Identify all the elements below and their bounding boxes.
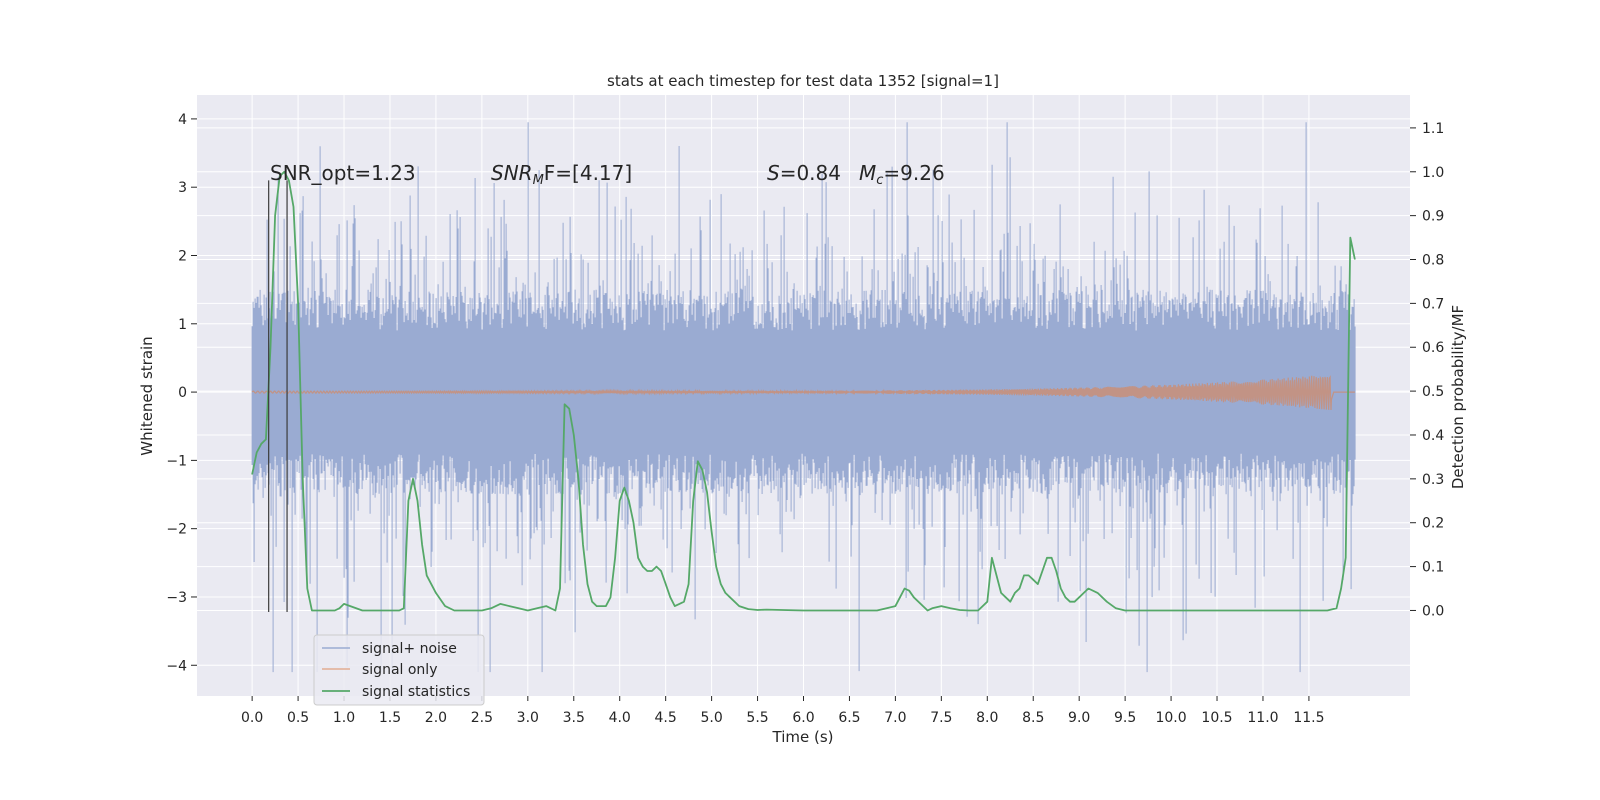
annotation-mc-symbol: M: [859, 161, 876, 185]
y-tick-label: −2: [166, 522, 187, 538]
y2-tick-label: 0.6: [1422, 340, 1444, 356]
x-tick-label: 9.5: [1114, 710, 1136, 726]
x-tick-label: 11.5: [1293, 710, 1324, 726]
x-tick-label: 4.5: [655, 710, 677, 726]
x-tick-label: 7.5: [930, 710, 952, 726]
x-tick-label: 2.5: [471, 710, 493, 726]
y-tick-label: 2: [178, 248, 187, 264]
x-tick-label: 0.5: [287, 710, 309, 726]
y2-tick-label: 0.2: [1422, 516, 1444, 532]
y2-tick-label: 0.9: [1422, 209, 1444, 225]
annotation-snr-mf-symbol: SNR: [491, 161, 533, 185]
annotation-s-symbol: S: [767, 161, 780, 185]
y2-tick-label: 0.4: [1422, 428, 1444, 444]
x-tick-label: 6.5: [838, 710, 860, 726]
x-tick-label: 8.0: [976, 710, 998, 726]
y2-tick-label: 0.1: [1422, 560, 1444, 576]
x-tick-label: 9.0: [1068, 710, 1090, 726]
x-tick-label: 10.0: [1155, 710, 1186, 726]
y2-axis-title: Detection probability/MF: [1449, 305, 1467, 489]
x-tick-label: 7.0: [884, 710, 906, 726]
annotation-snr-mf-subscript: M: [533, 173, 544, 188]
legend-box: [313, 634, 485, 706]
y-tick-label: 0: [178, 385, 187, 401]
x-tick-label: 6.0: [792, 710, 814, 726]
y-tick-label: 3: [178, 180, 187, 196]
event-lines: [268, 180, 288, 612]
x-tick-label: 3.0: [517, 710, 539, 726]
x-tick-label: 11.0: [1247, 710, 1278, 726]
x-tick-label: 1.5: [379, 710, 401, 726]
chart-title: stats at each timestep for test data 135…: [607, 72, 999, 90]
signal-only-series: [251, 375, 1355, 411]
annotation-snr-opt: SNR_opt=1.23: [270, 161, 416, 185]
y2-tick-label: 1.0: [1422, 165, 1444, 181]
y-tick-label: −3: [166, 590, 187, 606]
x-tick-label: 8.5: [1022, 710, 1044, 726]
x-tick-label: 3.5: [563, 710, 585, 726]
annotation-mc-value: =9.26: [883, 161, 944, 185]
y2-axis-ticks: 1.1 1.0 0.9 0.8 0.7 0.6 0.5 0.4 0.3 0.2 0.1 0.0: [1410, 121, 1444, 619]
annotation-s: S=0.84: [767, 161, 841, 185]
y-tick-label: −4: [166, 658, 187, 674]
x-axis-title: Time (s): [772, 728, 834, 746]
y2-tick-label: 0.5: [1422, 384, 1444, 400]
signal-statistics-line: [251, 170, 1356, 612]
y2-tick-label: 0.3: [1422, 472, 1444, 488]
legend-label-signal-only: signal only: [362, 662, 437, 678]
y2-tick-label: 0.0: [1422, 603, 1444, 619]
legend-label-signal-statistics: signal statistics: [362, 684, 470, 700]
annotation-snr-mf-value: F=[4.17]: [544, 161, 632, 185]
signal-only-line: [251, 375, 1355, 411]
y-tick-label: 4: [178, 112, 187, 128]
x-axis-ticks: 0.0 0.5 1.0 1.5 2.0 2.5 3.0 3.5 4.0 4.5 5.0 5.5 6.0 6…: [241, 696, 1325, 726]
y2-tick-label: 0.8: [1422, 253, 1444, 269]
legend: signal+ noise signal only signal statist…: [313, 634, 485, 706]
annotation-s-value: =0.84: [780, 161, 841, 185]
y-tick-label: −1: [166, 453, 187, 469]
y2-tick-label: 0.7: [1422, 296, 1444, 312]
legend-label-signal-noise: signal+ noise: [362, 641, 457, 657]
y-axis-ticks: 4 3 2 1 0 −1 −2 −3 −4: [166, 112, 197, 674]
x-tick-label: 5.5: [746, 710, 768, 726]
y-axis-title: Whitened strain: [138, 336, 156, 455]
annotation-mc: Mc=9.26: [859, 161, 945, 188]
x-tick-label: 5.0: [700, 710, 722, 726]
annotation-snr-mf: SNRMF=[4.17]: [491, 161, 632, 188]
x-tick-label: 10.5: [1201, 710, 1232, 726]
signal-statistics-series: [251, 170, 1356, 612]
x-tick-label: 0.0: [241, 710, 263, 726]
x-tick-label: 1.0: [333, 710, 355, 726]
x-tick-label: 2.0: [425, 710, 447, 726]
x-tick-label: 4.0: [609, 710, 631, 726]
y2-tick-label: 1.1: [1422, 121, 1444, 137]
y-tick-label: 1: [178, 317, 187, 333]
annotation-mc-subscript: c: [876, 173, 883, 188]
